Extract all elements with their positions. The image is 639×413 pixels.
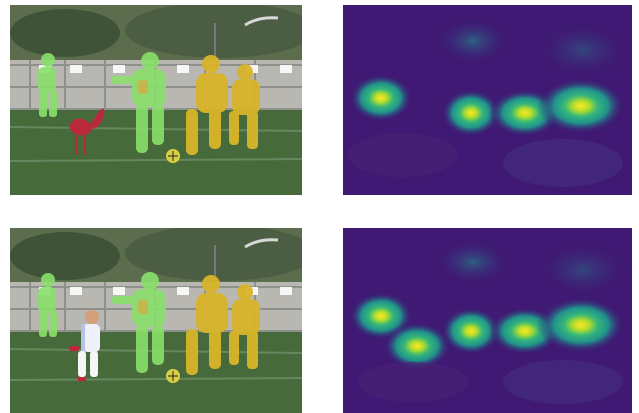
top-left-scene-svg [10, 5, 302, 195]
bottom-right-heatmap [343, 228, 632, 413]
top-left-segmentation-image [10, 5, 302, 195]
top-right-heatmap [343, 5, 632, 195]
bottom-right-heatmap-svg [343, 228, 632, 413]
bottom-left-scene-svg [10, 228, 302, 413]
top-right-heatmap-svg [343, 5, 632, 195]
bottom-left-segmentation-image [10, 228, 302, 413]
